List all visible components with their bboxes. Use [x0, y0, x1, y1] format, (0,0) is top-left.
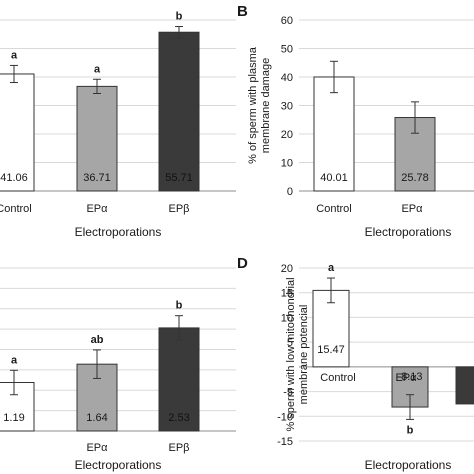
category-label: Control — [0, 203, 32, 215]
y-tick-label: -5 — [283, 387, 293, 399]
y-axis-title-line: % of sperm with plasma — [247, 46, 259, 164]
x-axis-title: Electroporations — [75, 225, 162, 239]
data-label: 25.78 — [401, 172, 429, 184]
y-tick-label: 5 — [287, 337, 293, 349]
y-axis-title-line: % sperm with low mitochondrial — [285, 277, 297, 431]
chart-panel-c: a 1.19 ab 1.64 EPα b 2.53 EPβ Electroporations — [0, 267, 236, 472]
data-label: 36.71 — [83, 172, 111, 184]
data-label: 40.01 — [320, 172, 348, 184]
chart-panel-a: a 41.06 Control a 36.71 EPα b 55.71 EPβ Electropo… — [0, 11, 236, 239]
y-axis-title-line: membrane damage — [260, 58, 272, 153]
significance-letter: a — [11, 354, 18, 366]
bar — [313, 76, 355, 192]
significance-letter: ab — [91, 334, 104, 346]
bar — [158, 31, 200, 192]
category-label: Control — [316, 203, 351, 215]
category-label: EPα — [401, 203, 423, 215]
bar — [0, 73, 35, 192]
data-label: 1.19 — [3, 412, 24, 424]
data-label: 15.47 — [317, 344, 345, 356]
data-label: 1.64 — [86, 412, 107, 424]
data-label: 55.71 — [165, 172, 193, 184]
x-axis-title: Electroporations — [75, 458, 162, 472]
category-label: EPα — [86, 203, 108, 215]
significance-letter: a — [94, 63, 101, 75]
bar — [76, 85, 118, 192]
category-label: EPα — [395, 372, 417, 384]
y-axis-title-line: membrane potencial — [298, 305, 310, 405]
y-tick-label: 10 — [281, 158, 293, 170]
category-label: EPβ — [168, 442, 189, 454]
significance-letter: b — [407, 424, 414, 436]
significance-letter: a — [328, 262, 335, 274]
y-tick-label: -15 — [277, 436, 293, 448]
y-tick-label: 30 — [281, 101, 293, 113]
data-label: -8.13 — [397, 371, 422, 383]
bar — [455, 366, 474, 405]
y-tick-label: 50 — [281, 44, 293, 56]
y-tick-label: 0 — [287, 186, 293, 198]
significance-letter: b — [176, 11, 183, 23]
significance-letter: a — [11, 49, 18, 61]
y-tick-label: 60 — [281, 15, 293, 27]
y-tick-label: 40 — [281, 72, 293, 84]
y-axis-title: % sperm with low mitochondrialmembrane p… — [285, 277, 310, 431]
y-axis-title: % of sperm with plasmamembrane damage — [247, 46, 272, 164]
x-axis-title: Electroporations — [365, 458, 452, 472]
panel-label-d: D — [237, 255, 248, 272]
chart-panel-b: 0 10 20 30 40 50 60 40.01 Control 25.78 EPα Electro… — [247, 15, 474, 239]
category-label: EPβ — [168, 203, 189, 215]
category-label: EPα — [86, 442, 108, 454]
y-tick-label: 15 — [281, 288, 293, 300]
bar — [158, 327, 200, 432]
panel-label-b: B — [237, 3, 248, 20]
y-tick-label: 10 — [281, 312, 293, 324]
data-label: 2.53 — [168, 412, 189, 424]
significance-letter: b — [176, 300, 183, 312]
category-label: Control — [320, 372, 355, 384]
y-tick-label: 20 — [281, 129, 293, 141]
data-label: 41.06 — [0, 172, 28, 184]
y-tick-label: 20 — [281, 263, 293, 275]
y-tick-label: -10 — [277, 411, 293, 423]
x-axis-title: Electroporations — [365, 225, 452, 239]
bar — [0, 382, 35, 432]
